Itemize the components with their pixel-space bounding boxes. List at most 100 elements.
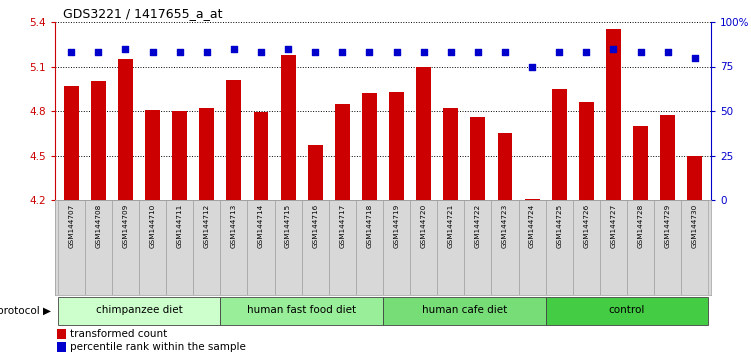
Bar [525, 199, 539, 200]
Bar [56, 342, 67, 352]
Text: GSM144728: GSM144728 [638, 204, 644, 248]
Point [662, 50, 674, 55]
Text: GSM144719: GSM144719 [394, 204, 400, 248]
Point [173, 50, 185, 55]
Text: GSM144709: GSM144709 [122, 204, 128, 248]
Bar [58, 200, 85, 295]
Bar [497, 133, 512, 200]
Text: GDS3221 / 1417655_a_at: GDS3221 / 1417655_a_at [62, 7, 222, 20]
Point [472, 50, 484, 55]
Text: GSM144725: GSM144725 [556, 204, 562, 248]
Text: chimpanzee diet: chimpanzee diet [95, 306, 182, 315]
Bar [546, 200, 573, 295]
Bar [248, 200, 275, 295]
Text: human fast food diet: human fast food diet [247, 306, 356, 315]
Bar [308, 145, 323, 200]
Bar [199, 108, 214, 200]
Point [635, 50, 647, 55]
Text: GSM144718: GSM144718 [366, 204, 372, 248]
Bar [220, 297, 383, 325]
Bar [362, 93, 377, 200]
Bar [410, 200, 437, 295]
Bar [633, 126, 648, 200]
Point [581, 50, 593, 55]
Point [499, 50, 511, 55]
Bar [491, 200, 518, 295]
Bar [687, 155, 702, 200]
Bar [600, 200, 627, 295]
Point [363, 50, 376, 55]
Text: GSM144708: GSM144708 [95, 204, 101, 248]
Text: GSM144724: GSM144724 [529, 204, 535, 248]
Bar [85, 200, 112, 295]
Text: human cafe diet: human cafe diet [422, 306, 507, 315]
Text: control: control [609, 306, 645, 315]
Point [608, 46, 620, 52]
Text: GSM144730: GSM144730 [692, 204, 698, 248]
Bar [443, 108, 458, 200]
Text: GSM144711: GSM144711 [176, 204, 182, 248]
Text: protocol ▶: protocol ▶ [0, 306, 51, 316]
Point [146, 50, 158, 55]
Bar [329, 200, 356, 295]
Bar [470, 117, 485, 200]
Bar [166, 200, 193, 295]
Bar [281, 55, 296, 200]
Point [553, 50, 566, 55]
Point [336, 50, 348, 55]
Point [119, 46, 131, 52]
Text: GSM144716: GSM144716 [312, 204, 318, 248]
Point [526, 64, 538, 69]
Bar [139, 200, 166, 295]
Point [445, 50, 457, 55]
Point [201, 50, 213, 55]
Text: GSM144727: GSM144727 [611, 204, 617, 248]
Bar [383, 200, 410, 295]
Text: GSM144717: GSM144717 [339, 204, 345, 248]
Bar [275, 200, 302, 295]
Bar [254, 113, 268, 200]
Point [309, 50, 321, 55]
Text: GSM144714: GSM144714 [258, 204, 264, 248]
Bar [606, 29, 621, 200]
Bar [437, 200, 464, 295]
Text: GSM144722: GSM144722 [475, 204, 481, 248]
Bar [573, 200, 600, 295]
Bar [464, 200, 491, 295]
Point [689, 55, 701, 61]
Point [418, 50, 430, 55]
Bar [546, 297, 708, 325]
Bar [660, 115, 675, 200]
Text: transformed count: transformed count [70, 329, 167, 339]
Point [65, 50, 77, 55]
Point [92, 50, 104, 55]
Text: GSM144707: GSM144707 [68, 204, 74, 248]
Text: GSM144712: GSM144712 [204, 204, 210, 248]
Bar [627, 200, 654, 295]
Bar [383, 297, 546, 325]
Point [391, 50, 403, 55]
Bar [58, 297, 220, 325]
Text: GSM144715: GSM144715 [285, 204, 291, 248]
Bar [335, 104, 350, 200]
Text: GSM144729: GSM144729 [665, 204, 671, 248]
Bar [112, 200, 139, 295]
Bar [356, 200, 383, 295]
Text: GSM144726: GSM144726 [584, 204, 590, 248]
Bar [416, 67, 431, 200]
Bar [552, 89, 567, 200]
Bar [654, 200, 681, 295]
Bar [681, 200, 708, 295]
Point [228, 46, 240, 52]
Bar [220, 200, 248, 295]
Point [255, 50, 267, 55]
Text: GSM144720: GSM144720 [421, 204, 427, 248]
Bar [118, 59, 133, 200]
Point [282, 46, 294, 52]
Bar [227, 80, 241, 200]
Bar [145, 109, 160, 200]
Bar [302, 200, 329, 295]
Text: GSM144710: GSM144710 [149, 204, 155, 248]
Bar [56, 329, 67, 339]
Bar [193, 200, 220, 295]
